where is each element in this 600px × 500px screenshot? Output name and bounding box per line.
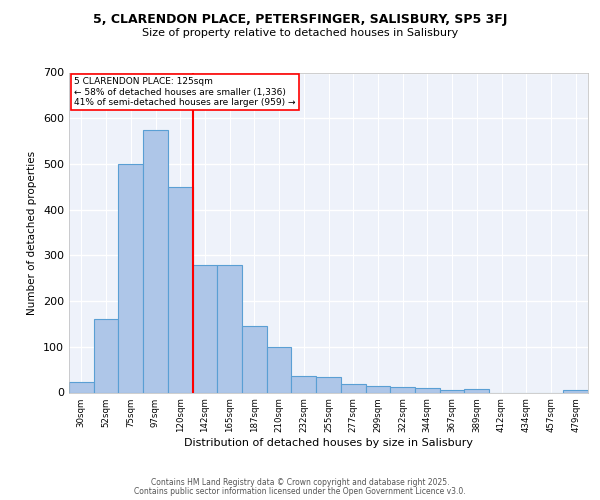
Bar: [143, 130, 168, 392]
Bar: [316, 376, 341, 392]
Text: Size of property relative to detached houses in Salisbury: Size of property relative to detached ho…: [142, 28, 458, 38]
Bar: [168, 187, 193, 392]
Bar: [390, 387, 415, 392]
Bar: [267, 347, 292, 393]
Bar: [292, 376, 316, 392]
Text: 5 CLARENDON PLACE: 125sqm
← 58% of detached houses are smaller (1,336)
41% of se: 5 CLARENDON PLACE: 125sqm ← 58% of detac…: [74, 78, 296, 107]
Bar: [440, 390, 464, 392]
Text: Contains HM Land Registry data © Crown copyright and database right 2025.: Contains HM Land Registry data © Crown c…: [151, 478, 449, 487]
Bar: [341, 384, 365, 392]
Bar: [365, 386, 390, 392]
Bar: [563, 390, 588, 392]
Bar: [217, 264, 242, 392]
Text: Contains public sector information licensed under the Open Government Licence v3: Contains public sector information licen…: [134, 487, 466, 496]
X-axis label: Distribution of detached houses by size in Salisbury: Distribution of detached houses by size …: [184, 438, 473, 448]
Bar: [69, 382, 94, 392]
Bar: [193, 264, 217, 392]
Text: 5, CLARENDON PLACE, PETERSFINGER, SALISBURY, SP5 3FJ: 5, CLARENDON PLACE, PETERSFINGER, SALISB…: [93, 12, 507, 26]
Bar: [118, 164, 143, 392]
Bar: [242, 326, 267, 392]
Y-axis label: Number of detached properties: Number of detached properties: [28, 150, 37, 314]
Bar: [415, 388, 440, 392]
Bar: [464, 389, 489, 392]
Bar: [94, 320, 118, 392]
